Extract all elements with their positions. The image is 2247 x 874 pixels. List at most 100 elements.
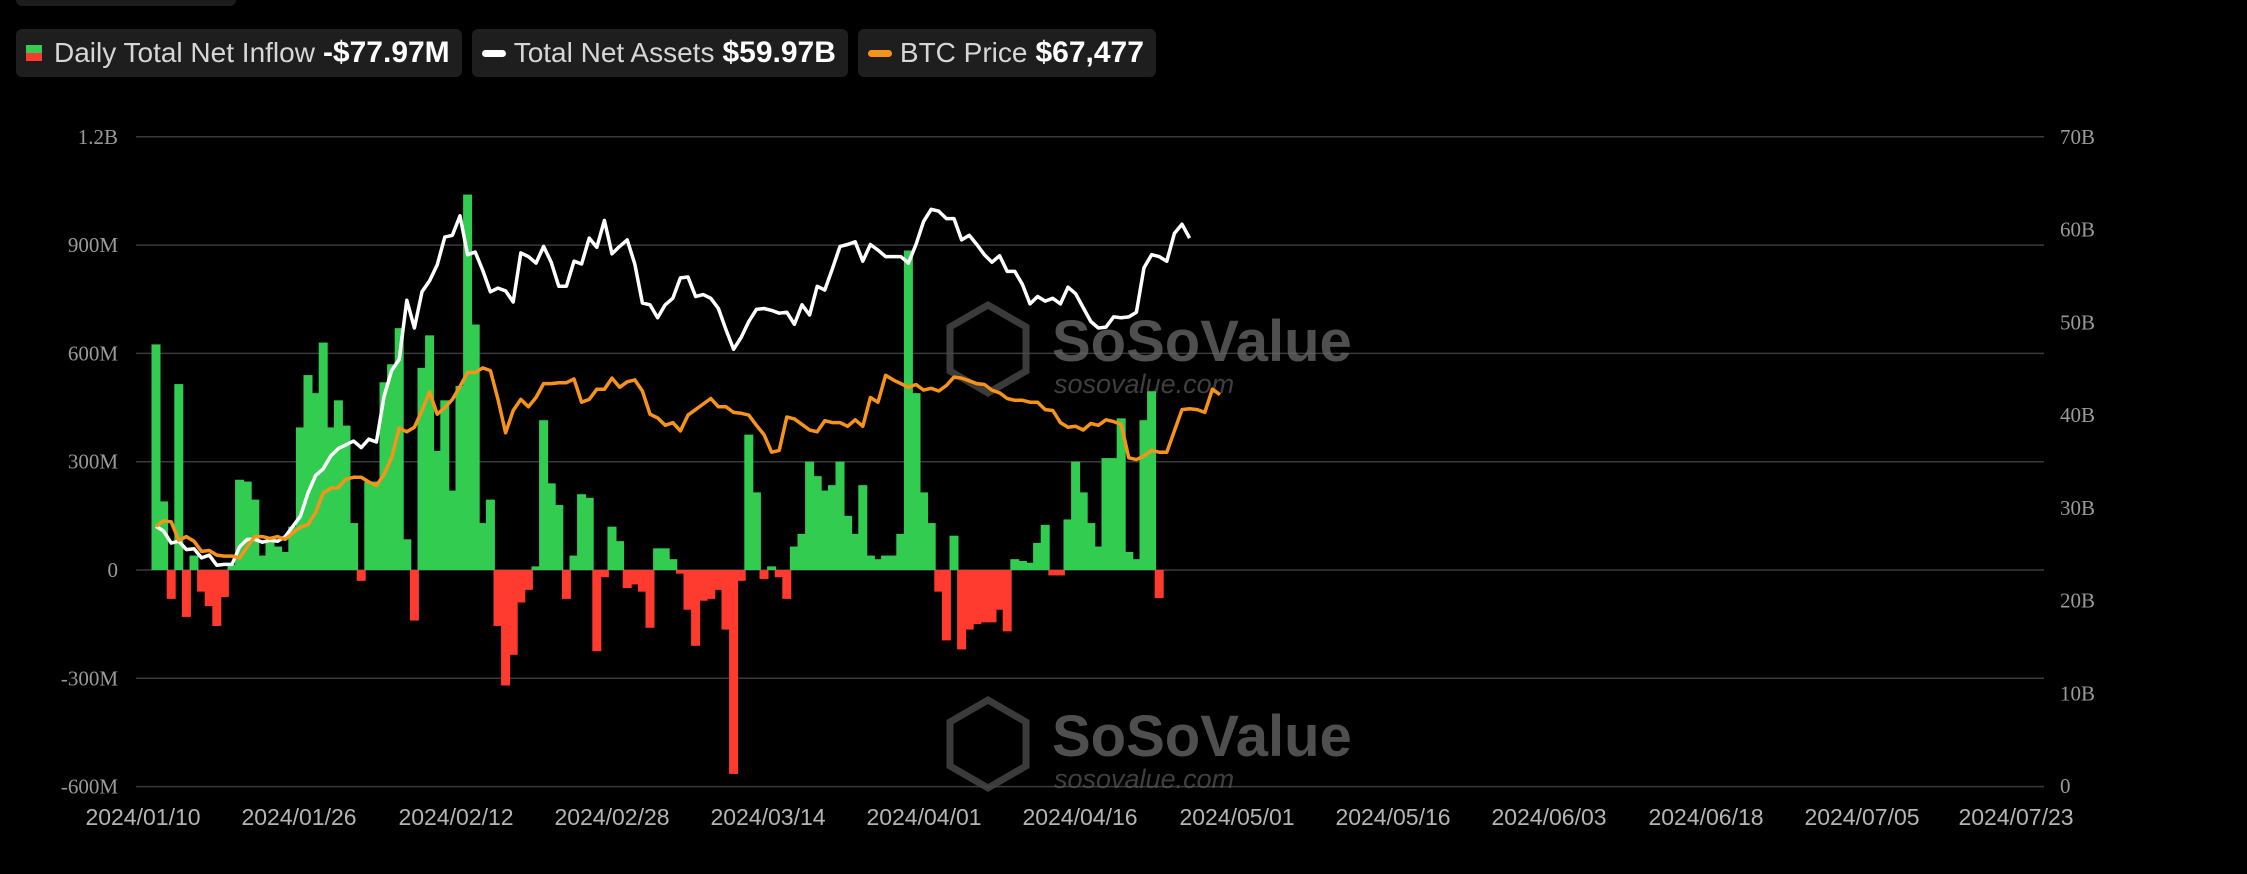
grid: [136, 136, 2044, 788]
x-tick-label: 2024/06/03: [1491, 804, 1606, 830]
y-left-tick-label: 600M: [68, 341, 119, 365]
inflow-bar: [295, 427, 305, 570]
inflow-bar: [919, 492, 929, 570]
inflow-bar: [736, 570, 746, 581]
inflow-bar: [493, 570, 503, 626]
y-right-tick-label: 50B: [2060, 310, 2095, 334]
inflow-bar: [1017, 560, 1027, 570]
inflow-bar: [349, 523, 359, 570]
y-left-tick-label: 900M: [68, 233, 119, 257]
left-axis: -600M -300M 0 300M 600M 900M 1.2B: [61, 125, 118, 799]
inflow-bar: [797, 533, 807, 570]
inflow-bar: [242, 481, 252, 570]
inflow-bar: [174, 384, 184, 570]
inflow-bar: [341, 425, 351, 570]
inflow-bar: [584, 497, 594, 570]
inflow-bar: [637, 570, 647, 592]
inflow-bar: [607, 526, 617, 570]
inflow-bar: [539, 420, 549, 570]
inflow-bar: [402, 539, 412, 570]
btc-price-line: [154, 366, 1222, 560]
inflow-bars: [151, 194, 1164, 774]
inflow-bar: [1147, 391, 1157, 570]
right-axis: 0 10B 20B 30B 40B 50B 60B 70B: [2060, 125, 2095, 798]
legend-label: Total Net Assets: [513, 37, 715, 68]
inflow-bar: [1063, 519, 1073, 570]
watermark-brand: SoSoValue: [1052, 309, 1352, 374]
inflow-bar: [166, 570, 176, 599]
y-left-tick-label: -600M: [61, 775, 118, 799]
legend-chip-total-net-assets[interactable]: Total Net Assets $59.97B: [471, 29, 848, 77]
inflow-bar: [751, 492, 761, 570]
y-right-tick-label: 40B: [2060, 403, 2095, 427]
inflow-bar: [1086, 523, 1096, 570]
inflow-bar: [668, 559, 678, 570]
x-tick-label: 2024/03/14: [710, 804, 825, 830]
inflow-bar: [896, 533, 906, 570]
inflow-bar: [949, 535, 959, 570]
inflow-bar: [1116, 418, 1126, 570]
x-axis: 2024/01/10 2024/01/26 2024/02/12 2024/02/28…: [85, 804, 2073, 830]
inflow-bar: [957, 570, 967, 650]
inflow-bar: [1033, 542, 1043, 570]
y-right-tick-label: 20B: [2060, 589, 2095, 613]
inflow-bar: [729, 570, 739, 774]
legend-chip-daily-net-inflow[interactable]: Daily Total Net Inflow -$77.97M: [16, 29, 462, 77]
inflow-bar: [1025, 562, 1035, 570]
inflow-bar: [1109, 458, 1119, 570]
inflow-bar: [1010, 559, 1020, 570]
inflow-bar: [159, 501, 169, 570]
inflow-bar: [569, 555, 579, 570]
x-tick-label: 2024/05/16: [1335, 804, 1450, 830]
inflow-bar: [615, 541, 625, 570]
inflow-bar: [622, 570, 632, 589]
sosovalue-logo-icon: [946, 300, 1030, 398]
inflow-bar: [1048, 570, 1058, 576]
inflow-bar: [789, 546, 799, 570]
inflow-bar: [387, 364, 397, 570]
inflow-bar: [827, 485, 837, 570]
inflow-bar: [1071, 461, 1081, 570]
y-left-tick-label: 1.2B: [78, 125, 118, 149]
inflow-bar: [432, 450, 442, 570]
inflow-bar: [706, 570, 716, 599]
inflow-bar: [805, 461, 815, 570]
inflow-bar: [523, 570, 533, 590]
top-tab-stub: [16, 0, 236, 6]
inflow-bar: [554, 505, 564, 570]
inflow-bar: [303, 375, 313, 570]
inflow-bar: [698, 570, 708, 601]
inflow-bar: [820, 490, 830, 570]
x-tick-label: 2024/04/01: [866, 804, 981, 830]
y-right-tick-label: 70B: [2060, 125, 2095, 149]
inflow-bar: [599, 570, 609, 578]
y-right-tick-label: 60B: [2060, 218, 2095, 242]
inflow-bar: [447, 490, 457, 570]
inflow-bar: [417, 367, 427, 570]
inflow-bar: [318, 342, 328, 570]
inflow-bar: [204, 570, 214, 607]
inflow-bar: [478, 523, 488, 570]
legend-value: -$77.97M: [322, 36, 450, 69]
y-right-tick-label: 10B: [2060, 681, 2095, 705]
inflow-bar: [1131, 559, 1141, 570]
inflow-bar: [630, 570, 640, 585]
inflow-bar: [273, 546, 283, 570]
inflow-bar: [250, 499, 260, 570]
inflow-bar: [979, 570, 989, 623]
y-left-tick-label: 0: [108, 558, 119, 582]
inflow-bar: [691, 570, 701, 646]
inflow-bar: [675, 570, 685, 574]
legend-label: Daily Total Net Inflow: [54, 37, 315, 68]
inflow-bar: [409, 570, 419, 621]
inflow-bar: [364, 481, 374, 570]
legend-chip-btc-price[interactable]: BTC Price $67,477: [857, 29, 1156, 77]
inflow-bar: [151, 344, 161, 570]
inflow-bar: [546, 483, 556, 570]
inflow-bar: [227, 564, 237, 570]
legend: Daily Total Net Inflow -$77.97M Total Ne…: [16, 29, 1156, 77]
inflow-bar: [987, 570, 997, 623]
x-tick-label: 2024/07/05: [1804, 804, 1919, 830]
inflow-bar: [440, 400, 450, 570]
watermark-brand: SoSoValue: [1052, 704, 1352, 769]
